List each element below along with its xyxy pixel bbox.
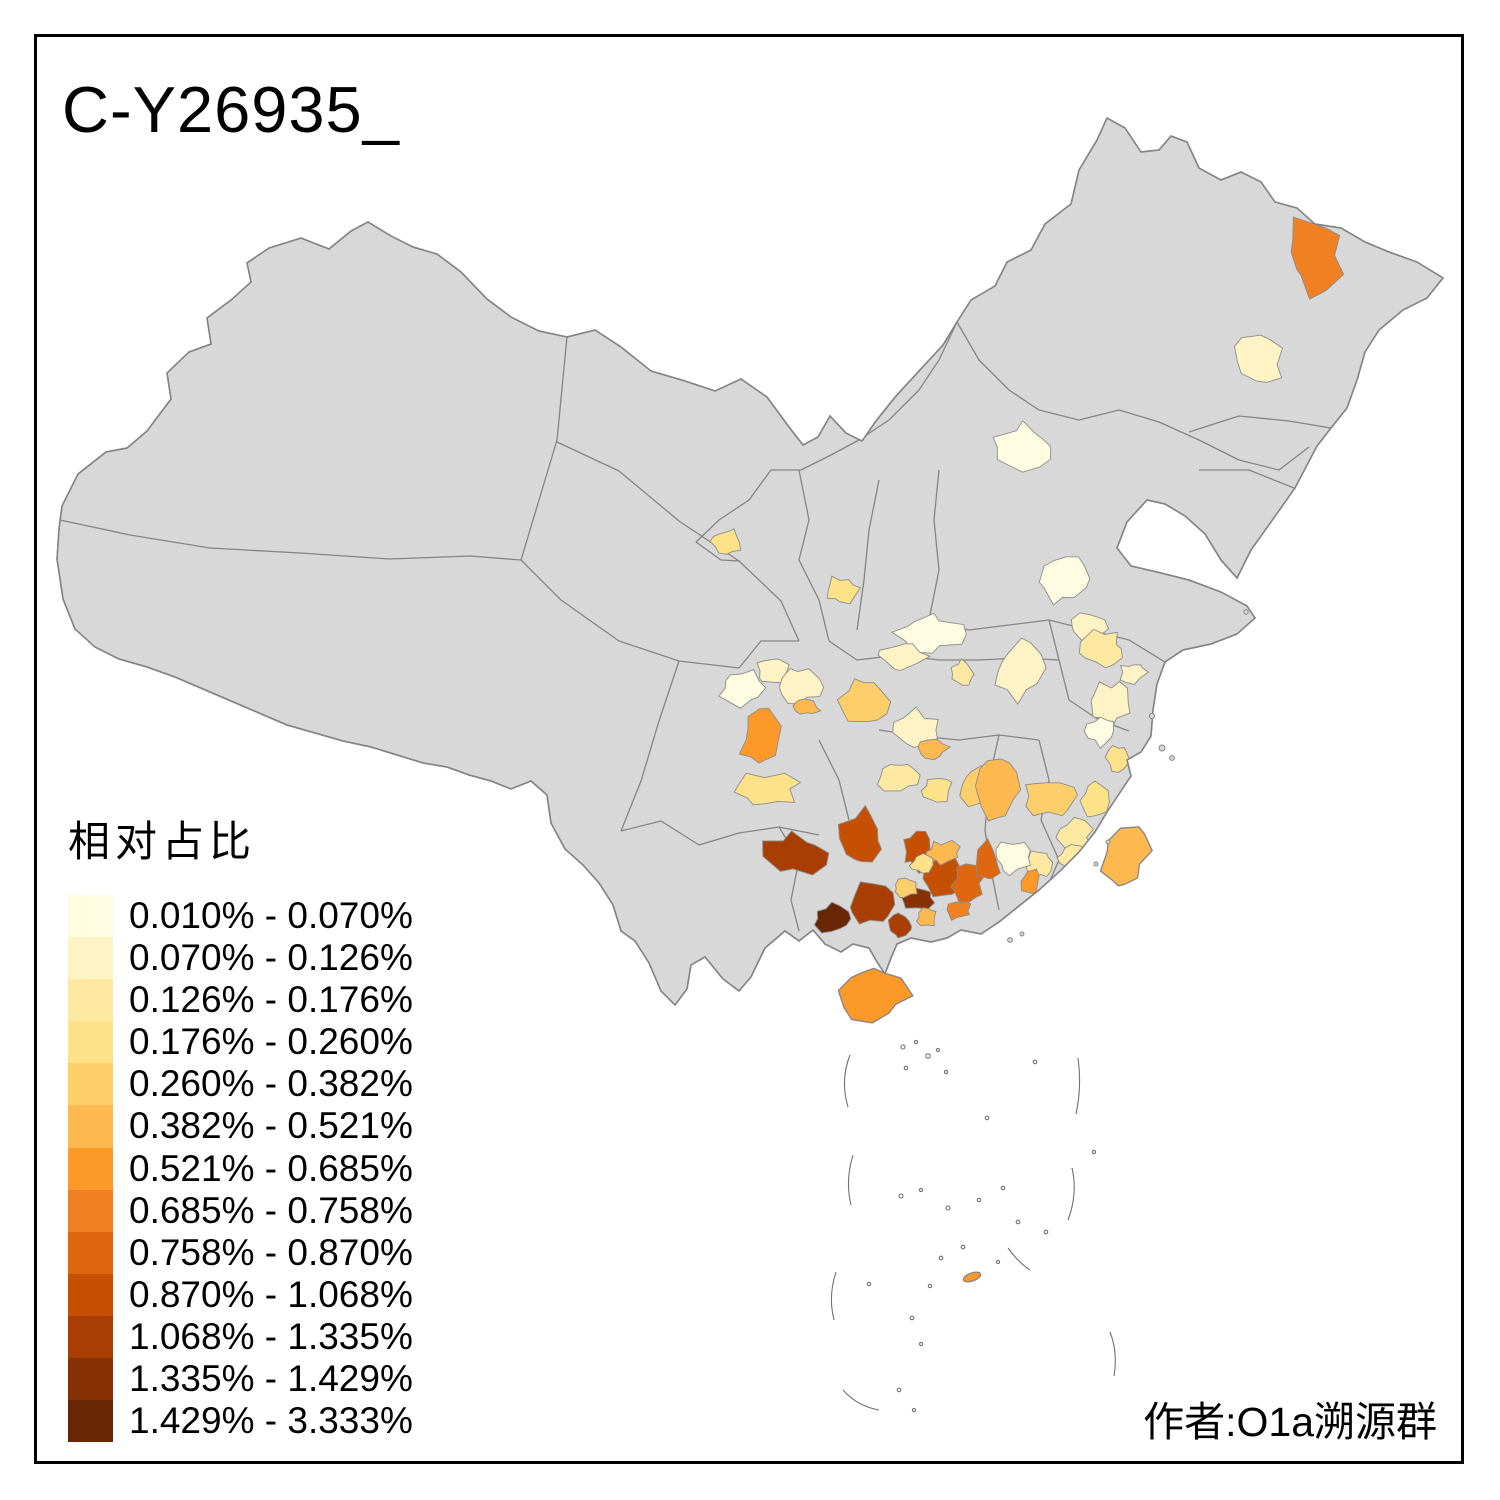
prefecture-region xyxy=(1090,680,1131,728)
prefecture-region xyxy=(1038,556,1091,606)
legend-swatch xyxy=(68,1189,113,1232)
legend-swatch xyxy=(68,895,113,938)
prefecture-region xyxy=(994,637,1047,706)
prefecture-region xyxy=(917,738,952,761)
legend-swatch xyxy=(68,1105,113,1148)
legend-label: 0.070% - 0.126% xyxy=(129,937,413,979)
legend-row: 0.070% - 0.126% xyxy=(68,937,413,980)
prefecture-region xyxy=(995,841,1031,877)
prefecture-region xyxy=(733,772,802,806)
legend-swatch xyxy=(68,1358,113,1401)
coastal-islets xyxy=(1007,609,1249,943)
legend-swatch xyxy=(68,1063,113,1106)
legend-swatch xyxy=(68,1273,113,1316)
legend-label: 0.758% - 0.870% xyxy=(129,1231,413,1273)
legend-label: 0.010% - 0.070% xyxy=(129,895,413,936)
prefecture-region xyxy=(920,777,953,803)
legend-label: 0.126% - 0.176% xyxy=(129,979,413,1021)
legend-swatch xyxy=(68,1231,113,1274)
prefecture-region xyxy=(836,678,892,723)
legend: 相对占比 0.010% - 0.070% 0.070% - 0.126% 0.126… xyxy=(68,808,413,1443)
prefecture-region xyxy=(1233,334,1284,383)
prefecture-region xyxy=(792,698,822,715)
prefecture-region xyxy=(887,912,912,939)
prefecture-region xyxy=(1083,716,1115,750)
legend-swatch xyxy=(68,1315,113,1359)
legend-row: 0.521% - 0.685% xyxy=(68,1147,413,1190)
prefecture-region xyxy=(946,901,972,921)
prefecture-region xyxy=(709,528,742,555)
legend-label: 1.068% - 1.335% xyxy=(129,1315,413,1357)
legend-swatch xyxy=(68,1147,113,1190)
taiwan-island xyxy=(1099,826,1153,887)
prefecture-region xyxy=(950,658,975,686)
prefecture-region xyxy=(762,830,830,876)
prefecture-region xyxy=(992,420,1052,473)
legend-row: 0.126% - 0.176% xyxy=(68,979,413,1022)
prefecture-region xyxy=(1025,782,1078,817)
prefecture-regions xyxy=(709,216,1345,939)
legend-row: 0.870% - 1.068% xyxy=(68,1273,413,1316)
legend-title: 相对占比 xyxy=(68,818,257,865)
prefecture-region xyxy=(1104,744,1131,773)
legend-row: 0.685% - 0.758% xyxy=(68,1189,413,1232)
legend-label: 1.335% - 1.429% xyxy=(129,1358,413,1400)
prefecture-region xyxy=(837,804,883,863)
prefecture-region xyxy=(827,575,862,605)
legend-label: 1.429% - 3.333% xyxy=(129,1400,413,1442)
prefecture-region xyxy=(813,901,852,934)
islands xyxy=(837,826,1153,1283)
legend-row: 1.429% - 3.333% xyxy=(68,1400,413,1443)
legend-label: 0.176% - 0.260% xyxy=(129,1021,413,1063)
prefecture-region xyxy=(1119,664,1150,686)
legend-row: 0.010% - 0.070% xyxy=(68,895,413,938)
prefecture-region xyxy=(891,612,967,654)
legend-label: 0.382% - 0.521% xyxy=(129,1105,413,1147)
south-china-sea-islands xyxy=(830,1039,1116,1413)
hainan-island xyxy=(837,967,914,1024)
prefecture-region xyxy=(718,669,767,709)
legend-row: 0.758% - 0.870% xyxy=(68,1231,413,1274)
prefecture-region xyxy=(1079,780,1110,818)
legend-label: 0.685% - 0.758% xyxy=(129,1189,413,1231)
prefecture-region xyxy=(877,643,931,671)
prefecture-region xyxy=(778,667,825,705)
legend-swatch xyxy=(68,979,113,1022)
legend-row: 0.176% - 0.260% xyxy=(68,1021,413,1064)
plot-title: C-Y26935_ xyxy=(62,73,400,146)
legend-label: 0.521% - 0.685% xyxy=(129,1147,413,1189)
prefecture-region xyxy=(975,837,1001,880)
prefecture-region xyxy=(876,763,921,792)
prefecture-region xyxy=(915,907,937,927)
prefecture-region xyxy=(894,877,918,899)
legend-swatch xyxy=(68,1021,113,1064)
prefecture-region xyxy=(849,881,896,925)
legend-row: 1.068% - 1.335% xyxy=(68,1315,413,1359)
colored-islet xyxy=(962,1271,982,1283)
legend-row: 0.260% - 0.382% xyxy=(68,1063,413,1106)
legend-rows: 0.010% - 0.070% 0.070% - 0.126% 0.126% - 0… xyxy=(68,895,413,1443)
legend-swatch xyxy=(68,1400,113,1443)
prefecture-region xyxy=(1290,216,1345,300)
prefecture-region xyxy=(908,853,934,874)
legend-label: 0.870% - 1.068% xyxy=(129,1273,413,1315)
legend-label: 0.260% - 0.382% xyxy=(129,1063,413,1105)
legend-row: 0.382% - 0.521% xyxy=(68,1105,413,1148)
author-credit: 作者:O1a溯源群 xyxy=(1143,1399,1437,1445)
prefecture-region xyxy=(924,839,961,866)
prefecture-region xyxy=(738,707,782,764)
prefecture-region xyxy=(974,758,1022,822)
legend-swatch xyxy=(68,937,113,980)
legend-row: 1.335% - 1.429% xyxy=(68,1358,413,1401)
prefecture-region xyxy=(1078,628,1123,669)
